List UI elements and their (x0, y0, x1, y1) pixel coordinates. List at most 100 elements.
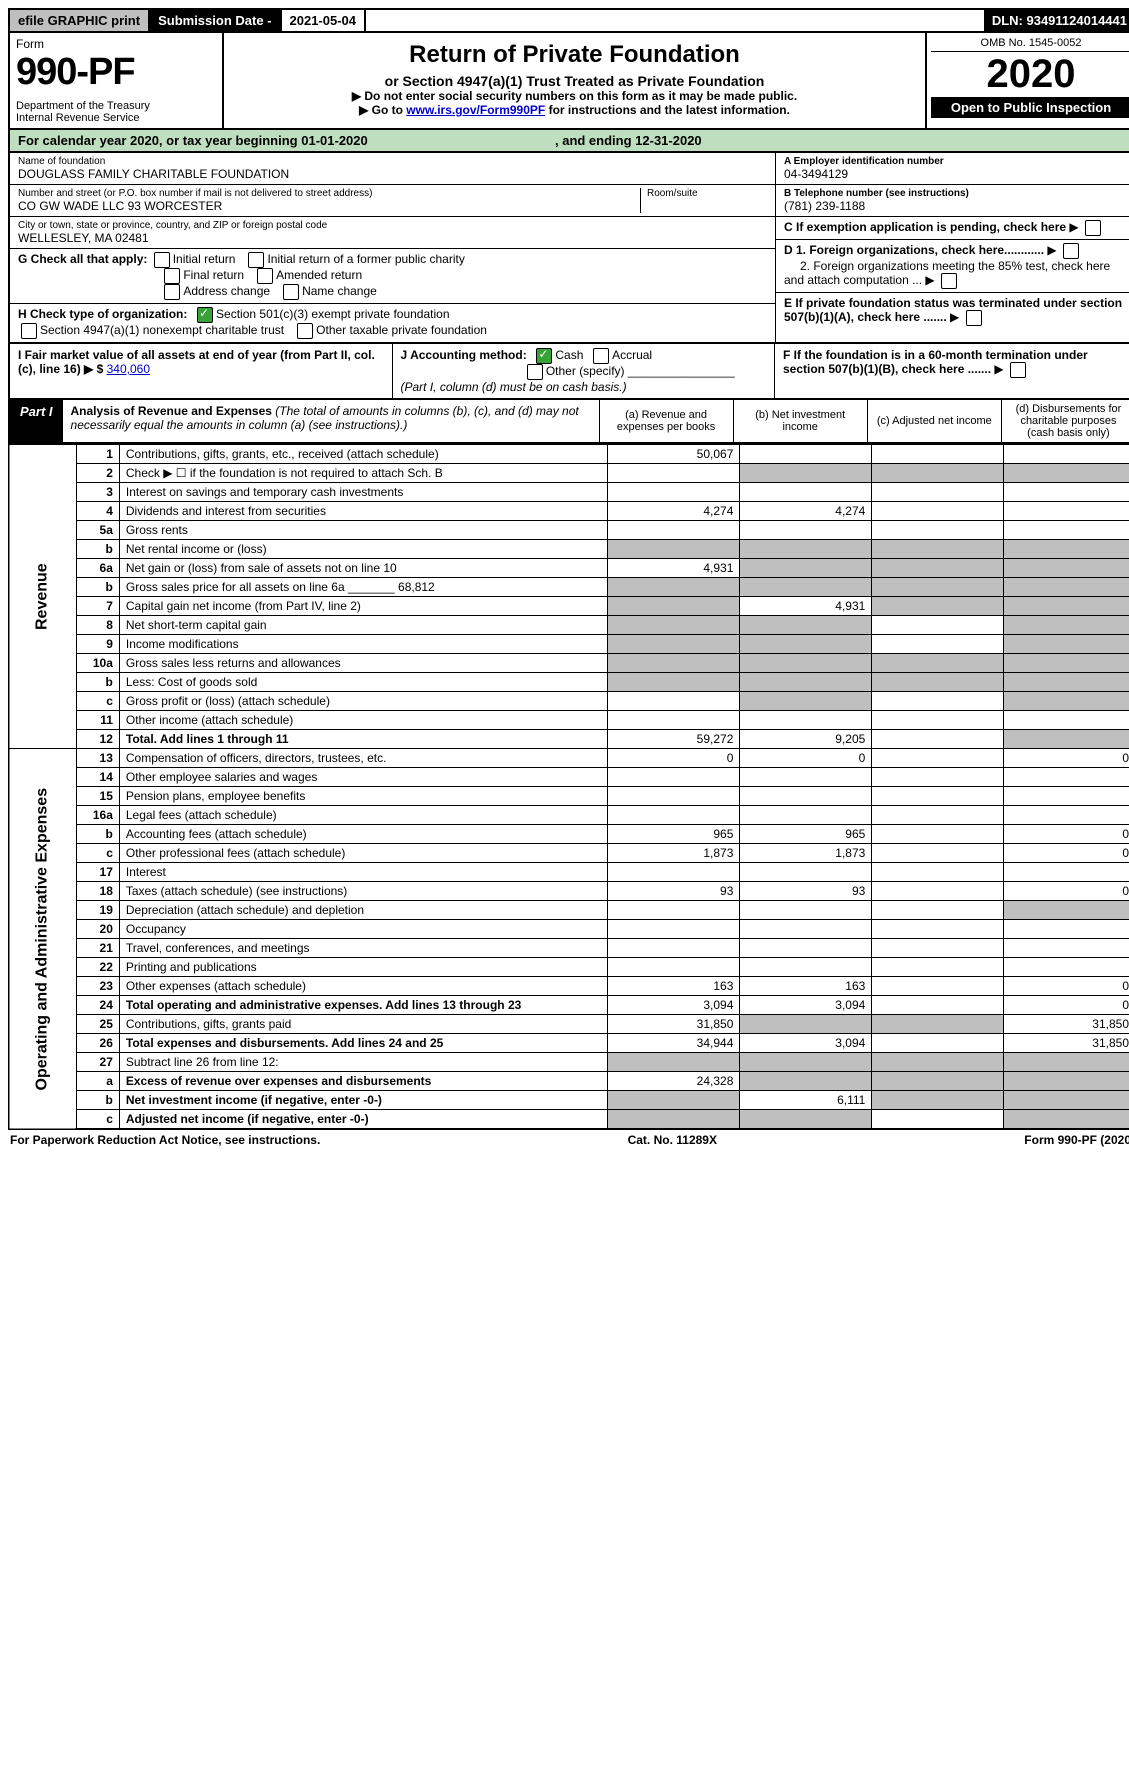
dln-block: DLN: 93491124014441 (984, 10, 1129, 31)
tax-year: 2020 (931, 52, 1129, 97)
check-c[interactable] (1085, 220, 1101, 236)
submission-label: Submission Date - (150, 10, 279, 31)
col-b-head: (b) Net investment income (733, 400, 867, 442)
check-d2[interactable] (941, 273, 957, 289)
ijf-row: I Fair market value of all assets at end… (8, 344, 1129, 400)
table-row: bGross sales price for all assets on lin… (9, 578, 1129, 597)
table-row: bNet investment income (if negative, ent… (9, 1091, 1129, 1110)
table-row: 20Occupancy (9, 920, 1129, 939)
check-amended[interactable] (257, 268, 273, 284)
top-bar: efile GRAPHIC print Submission Date - 20… (8, 8, 1129, 33)
info-section: Name of foundation DOUGLASS FAMILY CHARI… (8, 153, 1129, 344)
info-right: A Employer identification number 04-3494… (775, 153, 1129, 342)
check-initial-return[interactable] (154, 252, 170, 268)
table-row: 11Other income (attach schedule) (9, 711, 1129, 730)
table-row: 23Other expenses (attach schedule)163163… (9, 977, 1129, 996)
part-1-table: Revenue1Contributions, gifts, grants, et… (8, 444, 1129, 1130)
form-subtitle: or Section 4947(a)(1) Trust Treated as P… (232, 73, 917, 89)
check-other-taxable[interactable] (297, 323, 313, 339)
foundation-name-cell: Name of foundation DOUGLASS FAMILY CHARI… (10, 153, 775, 185)
table-row: cOther professional fees (attach schedul… (9, 844, 1129, 863)
form-footer: Form 990-PF (2020) (1024, 1133, 1129, 1147)
table-row: 8Net short-term capital gain (9, 616, 1129, 635)
table-row: bLess: Cost of goods sold (9, 673, 1129, 692)
c-cell: C If exemption application is pending, c… (776, 217, 1129, 240)
table-row: 24Total operating and administrative exp… (9, 996, 1129, 1015)
note-link: ▶ Go to www.irs.gov/Form990PF for instru… (232, 103, 917, 117)
cat-number: Cat. No. 11289X (628, 1133, 717, 1147)
col-d-head: (d) Disbursements for charitable purpose… (1001, 400, 1129, 442)
check-4947[interactable] (21, 323, 37, 339)
form-word: Form (16, 37, 216, 51)
irs-link[interactable]: www.irs.gov/Form990PF (406, 103, 545, 117)
info-left: Name of foundation DOUGLASS FAMILY CHARI… (10, 153, 775, 342)
header-center: Return of Private Foundation or Section … (224, 33, 925, 128)
part-1-title: Analysis of Revenue and Expenses (The to… (63, 400, 599, 442)
table-row: 4Dividends and interest from securities4… (9, 502, 1129, 521)
open-to-public: Open to Public Inspection (931, 97, 1129, 118)
page-footer: For Paperwork Reduction Act Notice, see … (8, 1130, 1129, 1150)
table-row: 21Travel, conferences, and meetings (9, 939, 1129, 958)
table-row: 19Depreciation (attach schedule) and dep… (9, 901, 1129, 920)
efile-print-button[interactable]: efile GRAPHIC print (10, 10, 150, 31)
d-cell: D 1. Foreign organizations, check here..… (776, 240, 1129, 293)
dept-treasury: Department of the Treasury Internal Reve… (16, 100, 216, 124)
table-row: 26Total expenses and disbursements. Add … (9, 1034, 1129, 1053)
col-c-head: (c) Adjusted net income (867, 400, 1001, 442)
header-right: OMB No. 1545-0052 2020 Open to Public In… (925, 33, 1129, 128)
table-row: 25Contributions, gifts, grants paid31,85… (9, 1015, 1129, 1034)
omb-number: OMB No. 1545-0052 (931, 37, 1129, 52)
check-e[interactable] (966, 310, 982, 326)
check-other-method[interactable] (527, 364, 543, 380)
table-row: cGross profit or (loss) (attach schedule… (9, 692, 1129, 711)
table-row: 27Subtract line 26 from line 12: (9, 1053, 1129, 1072)
check-f[interactable] (1010, 362, 1026, 378)
table-row: 10aGross sales less returns and allowanc… (9, 654, 1129, 673)
table-row: 5aGross rents (9, 521, 1129, 540)
section-side-label: Revenue (9, 445, 77, 749)
form-title: Return of Private Foundation (232, 41, 917, 69)
i-cell: I Fair market value of all assets at end… (10, 344, 393, 398)
check-d1[interactable] (1063, 243, 1079, 259)
note-ssn: ▶ Do not enter social security numbers o… (232, 89, 917, 103)
check-501c3[interactable] (197, 307, 213, 323)
table-row: aExcess of revenue over expenses and dis… (9, 1072, 1129, 1091)
check-final-return[interactable] (164, 268, 180, 284)
table-row: bNet rental income or (loss) (9, 540, 1129, 559)
table-row: 16aLegal fees (attach schedule) (9, 806, 1129, 825)
table-row: bAccounting fees (attach schedule)965965… (9, 825, 1129, 844)
table-row: 17Interest (9, 863, 1129, 882)
header-left: Form 990-PF Department of the Treasury I… (10, 33, 224, 128)
check-cash[interactable] (536, 348, 552, 364)
table-row: 22Printing and publications (9, 958, 1129, 977)
table-row: 9Income modifications (9, 635, 1129, 654)
g-checks: G Check all that apply: Initial return I… (10, 249, 775, 304)
j-cell: J Accounting method: Cash Accrual Other … (393, 344, 776, 398)
ein-cell: A Employer identification number 04-3494… (776, 153, 1129, 185)
table-row: 7Capital gain net income (from Part IV, … (9, 597, 1129, 616)
phone-cell: B Telephone number (see instructions) (7… (776, 185, 1129, 217)
fmv-link[interactable]: 340,060 (107, 362, 150, 376)
table-row: 3Interest on savings and temporary cash … (9, 483, 1129, 502)
check-name-change[interactable] (283, 284, 299, 300)
table-row: cAdjusted net income (if negative, enter… (9, 1110, 1129, 1130)
part-1-header: Part I Analysis of Revenue and Expenses … (8, 400, 1129, 444)
table-row: 12Total. Add lines 1 through 1159,2729,2… (9, 730, 1129, 749)
check-accrual[interactable] (593, 348, 609, 364)
room-suite-label: Room/suite (647, 188, 767, 199)
address-cell: Number and street (or P.O. box number if… (10, 185, 775, 217)
city-cell: City or town, state or province, country… (10, 217, 775, 249)
table-row: 14Other employee salaries and wages (9, 768, 1129, 787)
table-row: Operating and Administrative Expenses13C… (9, 749, 1129, 768)
form-header: Form 990-PF Department of the Treasury I… (8, 33, 1129, 130)
calendar-year-row: For calendar year 2020, or tax year begi… (8, 130, 1129, 153)
f-cell: F If the foundation is in a 60-month ter… (775, 344, 1129, 398)
table-row: 6aNet gain or (loss) from sale of assets… (9, 559, 1129, 578)
table-row: 18Taxes (attach schedule) (see instructi… (9, 882, 1129, 901)
h-checks: H Check type of organization: Section 50… (10, 304, 775, 342)
check-initial-former[interactable] (248, 252, 264, 268)
submission-date: 2021-05-04 (280, 10, 367, 31)
paperwork-notice: For Paperwork Reduction Act Notice, see … (10, 1133, 320, 1147)
table-row: 15Pension plans, employee benefits (9, 787, 1129, 806)
check-address-change[interactable] (164, 284, 180, 300)
